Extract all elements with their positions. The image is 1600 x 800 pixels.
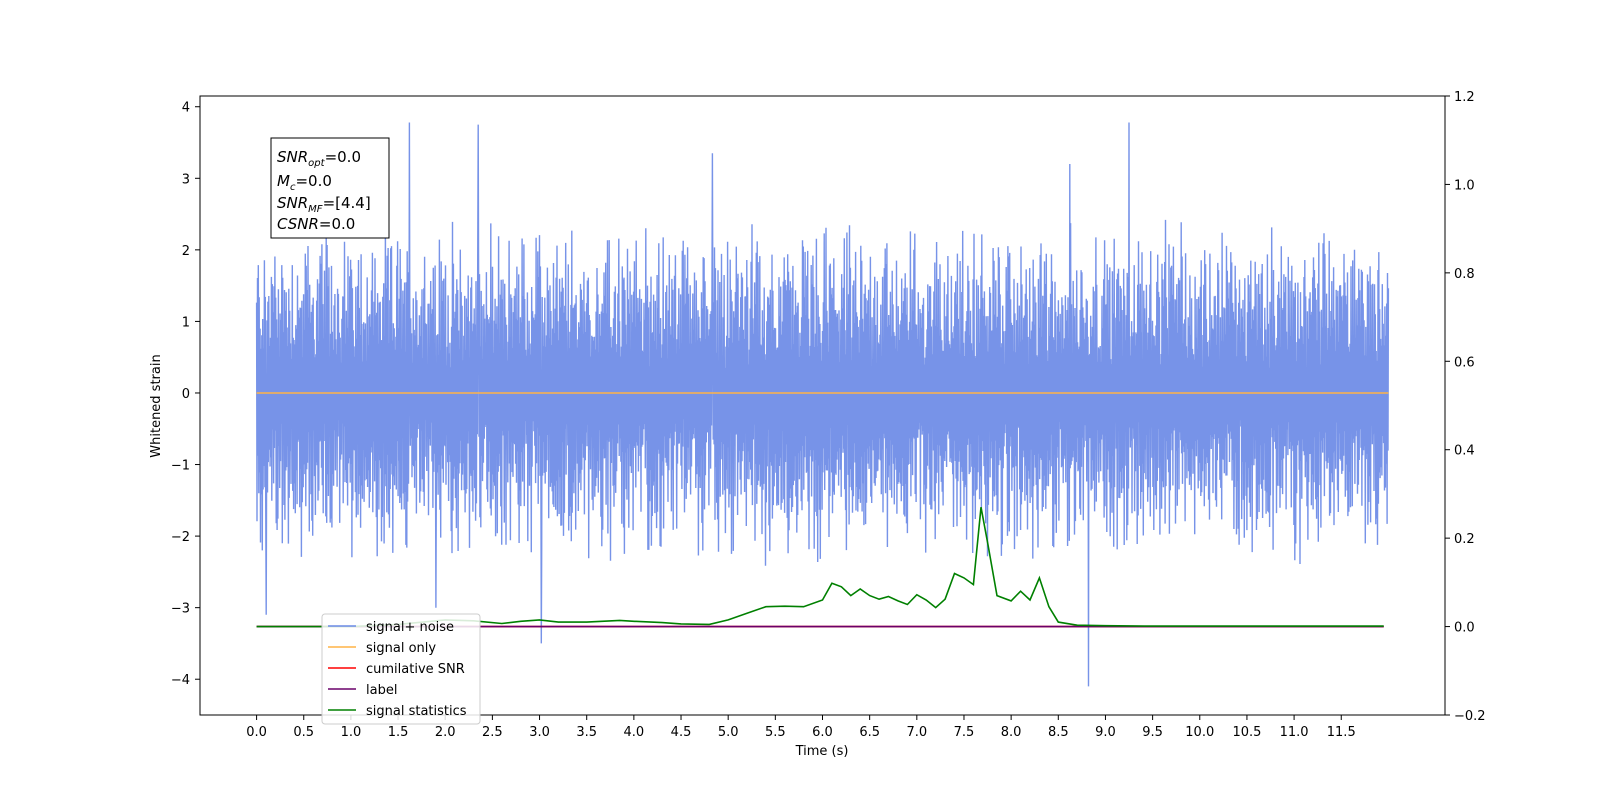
x-tick-label: 1.5 [388, 725, 409, 740]
legend-label: label [366, 683, 397, 698]
x-tick-label: 10.5 [1232, 725, 1261, 740]
y-right-tick-label: −0.2 [1454, 709, 1486, 724]
x-tick-label: 9.0 [1095, 725, 1116, 740]
x-axis: 0.0 0.5 1.0 1.5 2.0 2.5 3.0 3.5 4.0 4.5 5.0 5.5 6.0 6… [246, 715, 1356, 740]
x-tick-label: 7.5 [954, 725, 975, 740]
annotation-line-csnr: CSNR=0.0 [277, 215, 355, 233]
y-axis-right: −0.2 0.0 0.2 0.4 0.6 0.8 1.0 1.2 [1445, 90, 1486, 724]
y-tick-label: 3 [182, 172, 190, 187]
y-right-tick-label: 0.6 [1454, 355, 1475, 370]
x-tick-label: 4.0 [624, 725, 645, 740]
x-tick-label: 4.5 [671, 725, 692, 740]
y-tick-label: 0 [182, 387, 190, 402]
x-tick-label: 6.5 [859, 725, 880, 740]
y-axis-left: −4 −3 −2 −1 0 1 2 3 4 [171, 101, 200, 688]
x-tick-label: 0.5 [293, 725, 314, 740]
y-axis-label: Whitened strain [149, 354, 164, 457]
y-right-tick-label: 0.0 [1454, 621, 1475, 636]
series-line-signal-statistics [256, 507, 1384, 628]
x-tick-label: 8.0 [1001, 725, 1022, 740]
x-tick-label: 3.5 [576, 725, 597, 740]
annotation-box: SNRopt=0.0 Mc=0.0 SNRMF=[4.4] CSNR=0.0 [270, 137, 390, 239]
x-tick-label: 8.5 [1048, 725, 1069, 740]
legend: signal+ noise signal only cumilative SNR… [321, 613, 481, 725]
x-tick-label: 5.5 [765, 725, 786, 740]
annotation-line-snr-opt: SNRopt=0.0 [277, 148, 361, 169]
legend-label: signal only [366, 641, 436, 656]
annotation-line-snr-mf: SNRMF=[4.4] [277, 194, 371, 215]
x-tick-label: 0.0 [246, 725, 267, 740]
legend-entry-signal-only: signal only [328, 641, 436, 656]
x-tick-label: 2.0 [435, 725, 456, 740]
legend-entry-signal-noise: signal+ noise [328, 620, 454, 635]
x-tick-label: 1.0 [341, 725, 362, 740]
y-right-tick-label: 0.4 [1454, 444, 1475, 459]
y-tick-label: 1 [182, 315, 190, 330]
y-tick-label: −1 [171, 459, 190, 474]
x-tick-label: 7.0 [906, 725, 927, 740]
y-tick-label: 2 [182, 244, 190, 259]
x-axis-label: Time (s) [795, 744, 849, 759]
legend-entry-cumulative-snr: cumilative SNR [328, 662, 465, 677]
annotation-line-mc: Mc=0.0 [277, 172, 332, 193]
x-tick-label: 3.0 [529, 725, 550, 740]
series-line-signal-noise [255, 122, 1390, 687]
y-tick-label: −2 [171, 530, 190, 545]
legend-label: signal+ noise [366, 620, 454, 635]
y-tick-label: −3 [171, 602, 190, 617]
x-tick-label: 5.0 [718, 725, 739, 740]
legend-frame [321, 613, 481, 725]
legend-label: signal statistics [366, 704, 467, 719]
legend-entry-signal-statistics: signal statistics [328, 704, 467, 719]
x-tick-label: 2.5 [482, 725, 503, 740]
x-tick-label: 9.5 [1142, 725, 1163, 740]
y-right-tick-label: 0.2 [1454, 532, 1475, 547]
x-tick-label: 6.0 [812, 725, 833, 740]
x-tick-label: 11.5 [1327, 725, 1356, 740]
x-tick-label: 10.0 [1185, 725, 1214, 740]
y-right-tick-label: 0.8 [1454, 267, 1475, 282]
legend-entry-label: label [328, 683, 397, 698]
x-tick-label: 11.0 [1280, 725, 1309, 740]
y-right-tick-label: 1.2 [1454, 90, 1475, 105]
y-tick-label: −4 [171, 673, 190, 688]
y-right-tick-label: 1.0 [1454, 178, 1475, 193]
y-tick-label: 4 [182, 101, 190, 116]
legend-label: cumilative SNR [366, 662, 465, 677]
